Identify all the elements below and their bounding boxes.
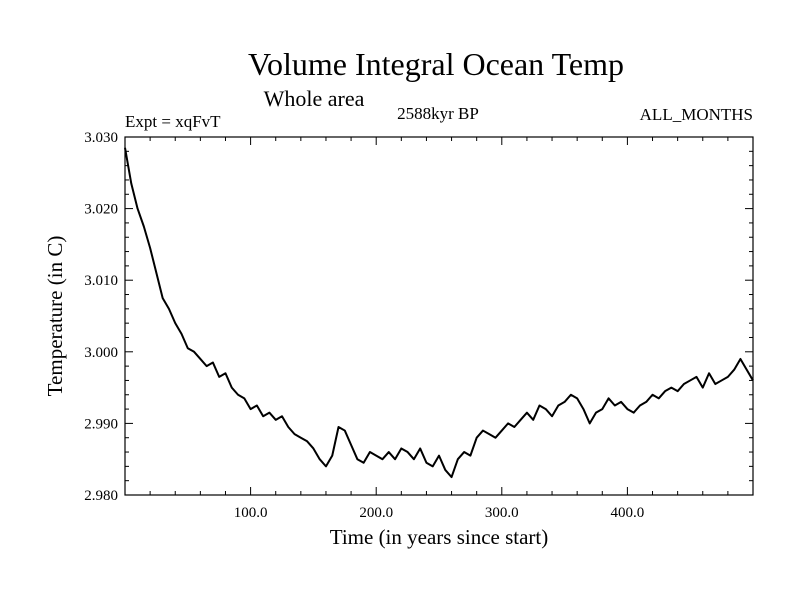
plot-frame xyxy=(124,136,754,496)
x-tick-label: 100.0 xyxy=(234,505,268,521)
y-tick-label: 3.000 xyxy=(84,345,118,361)
y-tick-label: 3.030 xyxy=(84,130,118,146)
temperature-series-line xyxy=(124,147,754,479)
y-tick-label: 2.980 xyxy=(84,488,118,504)
x-tick-label: 200.0 xyxy=(359,505,393,521)
x-axis-ticks: 100.0 200.0 300.0 400.0 xyxy=(149,137,729,521)
y-axis-label: Temperature (in C) xyxy=(43,236,67,397)
x-tick-label: 400.0 xyxy=(611,505,645,521)
x-tick-label: 300.0 xyxy=(485,505,519,521)
chart-subtitle: Whole area xyxy=(264,86,365,111)
annotation-period: 2588kyr BP xyxy=(397,104,479,123)
annotation-months: ALL_MONTHS xyxy=(640,105,753,124)
y-tick-label: 3.020 xyxy=(84,202,118,218)
chart-title: Volume Integral Ocean Temp xyxy=(248,46,624,82)
y-axis-ticks: 2.980 2.990 3.000 3.010 3.020 3.030 xyxy=(84,130,753,504)
y-tick-label: 2.990 xyxy=(84,416,118,432)
x-axis-label: Time (in years since start) xyxy=(330,525,549,549)
y-tick-label: 3.010 xyxy=(84,273,118,289)
annotation-experiment: Expt = xqFvT xyxy=(125,112,221,131)
